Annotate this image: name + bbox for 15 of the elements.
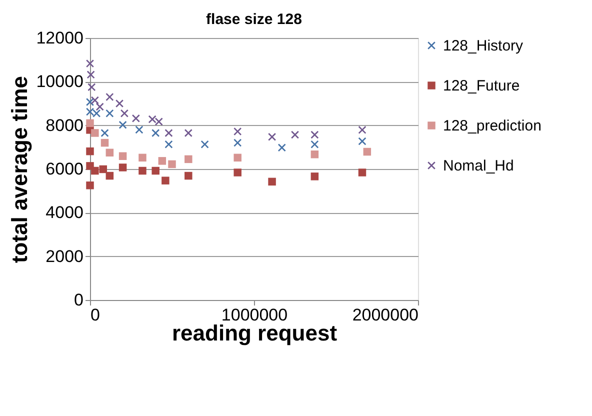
chart-title: flase size 128 bbox=[206, 11, 302, 28]
x-tick-label: 0 bbox=[90, 306, 100, 324]
legend-label: Nomal_Hd bbox=[443, 158, 514, 174]
y-tick-label: 6000 bbox=[46, 160, 84, 178]
y-tick-label: 0 bbox=[74, 290, 84, 310]
y-tick-label: 4000 bbox=[46, 203, 84, 222]
y-tick-label: 2000 bbox=[46, 246, 84, 266]
y-tick-label: 12000 bbox=[36, 28, 84, 48]
legend-label: 128_History bbox=[443, 38, 524, 54]
legend-label: 128_prediction bbox=[443, 118, 542, 134]
y-axis-title: total average time bbox=[7, 76, 32, 264]
x-tick-label: 2000000 bbox=[352, 306, 418, 324]
y-tick-label: 10000 bbox=[36, 72, 84, 92]
legend-label: 128_Future bbox=[443, 78, 520, 94]
y-tick-label: 8000 bbox=[46, 116, 84, 135]
